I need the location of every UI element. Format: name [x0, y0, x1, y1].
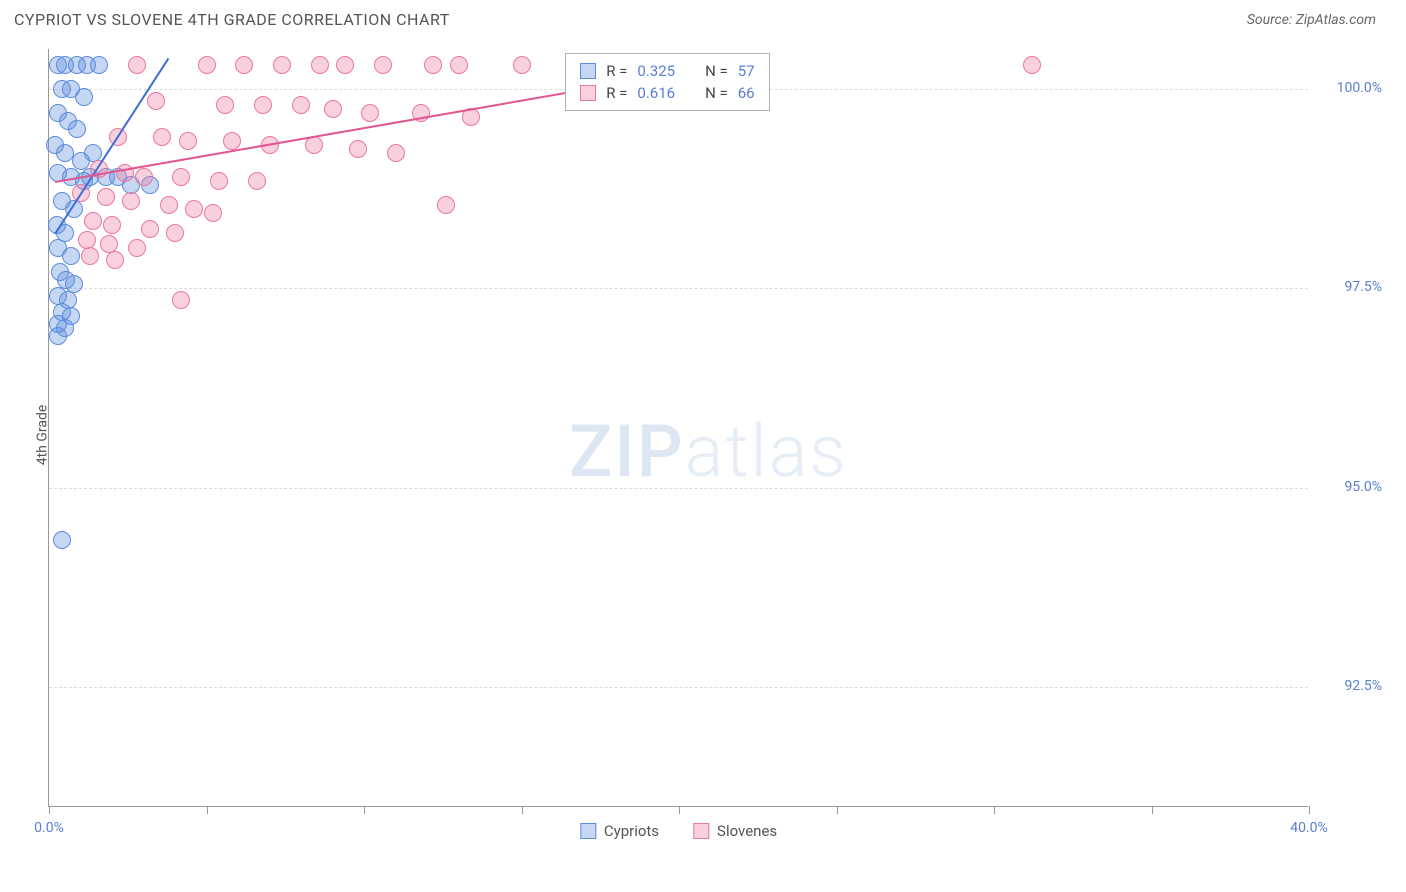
x-tick	[364, 806, 365, 814]
data-point	[84, 212, 102, 230]
y-tick-label: 100.0%	[1318, 80, 1382, 96]
legend-row: R = 0.616 N = 66	[580, 82, 754, 104]
x-tick	[994, 806, 995, 814]
data-point	[122, 192, 140, 210]
data-point	[437, 196, 455, 214]
series-legend: Cypriots Slovenes	[580, 822, 777, 840]
chart-container: 4th Grade ZIPatlas 92.5%95.0%97.5%100.0%…	[14, 37, 1390, 837]
data-point	[172, 168, 190, 186]
data-point	[374, 56, 392, 74]
data-point	[68, 120, 86, 138]
legend-swatch	[693, 823, 709, 839]
r-value: 0.325	[637, 62, 675, 80]
watermark: ZIPatlas	[569, 409, 848, 494]
r-value: 0.616	[637, 84, 675, 102]
data-point	[324, 100, 342, 118]
x-tick	[49, 806, 50, 814]
data-point	[1023, 56, 1041, 74]
legend-item: Cypriots	[580, 822, 659, 840]
data-point	[248, 172, 266, 190]
r-label: R =	[606, 62, 627, 80]
n-value: 66	[738, 84, 755, 102]
gridline	[49, 488, 1308, 489]
data-point	[90, 56, 108, 74]
x-tick	[837, 806, 838, 814]
data-point	[49, 327, 67, 345]
data-point	[128, 56, 146, 74]
data-point	[336, 56, 354, 74]
chart-title: CYPRIOT VS SLOVENE 4TH GRADE CORRELATION…	[14, 10, 450, 29]
n-label: N =	[705, 62, 728, 80]
legend-swatch	[580, 823, 596, 839]
x-tick	[679, 806, 680, 814]
data-point	[147, 92, 165, 110]
legend-label: Cypriots	[604, 822, 659, 840]
n-label: N =	[705, 84, 728, 102]
x-tick-label: 40.0%	[1290, 820, 1328, 836]
data-point	[116, 164, 134, 182]
data-point	[254, 96, 272, 114]
data-point	[160, 196, 178, 214]
data-point	[81, 247, 99, 265]
gridline	[49, 687, 1308, 688]
data-point	[273, 56, 291, 74]
x-tick	[1152, 806, 1153, 814]
legend-item: Slovenes	[693, 822, 777, 840]
data-point	[216, 96, 234, 114]
data-point	[53, 531, 71, 549]
data-point	[210, 172, 228, 190]
x-tick-label: 0.0%	[34, 820, 64, 836]
scatter-plot: ZIPatlas 92.5%95.0%97.5%100.0%0.0%40.0%R…	[48, 49, 1308, 807]
y-tick-label: 97.5%	[1318, 279, 1382, 295]
n-value: 57	[738, 62, 755, 80]
x-tick	[207, 806, 208, 814]
data-point	[204, 204, 222, 222]
data-point	[141, 220, 159, 238]
data-point	[361, 104, 379, 122]
data-point	[135, 168, 153, 186]
x-tick	[522, 806, 523, 814]
gridline	[49, 288, 1308, 289]
data-point	[166, 224, 184, 242]
data-point	[103, 216, 121, 234]
legend-label: Slovenes	[717, 822, 777, 840]
data-point	[198, 56, 216, 74]
data-point	[97, 188, 115, 206]
data-point	[179, 132, 197, 150]
data-point	[450, 56, 468, 74]
data-point	[513, 56, 531, 74]
data-point	[153, 128, 171, 146]
stats-legend: R = 0.325 N = 57 R = 0.616 N = 66	[565, 53, 769, 111]
data-point	[128, 239, 146, 257]
data-point	[311, 56, 329, 74]
source-label: Source: ZipAtlas.com	[1247, 12, 1376, 28]
data-point	[387, 144, 405, 162]
data-point	[185, 200, 203, 218]
x-tick	[1309, 806, 1310, 814]
header: CYPRIOT VS SLOVENE 4TH GRADE CORRELATION…	[0, 0, 1406, 37]
data-point	[235, 56, 253, 74]
data-point	[292, 96, 310, 114]
r-label: R =	[606, 84, 627, 102]
y-tick-label: 95.0%	[1318, 479, 1382, 495]
data-point	[106, 251, 124, 269]
data-point	[75, 88, 93, 106]
data-point	[172, 291, 190, 309]
data-point	[62, 247, 80, 265]
legend-row: R = 0.325 N = 57	[580, 60, 754, 82]
data-point	[223, 132, 241, 150]
data-point	[349, 140, 367, 158]
legend-swatch	[580, 63, 596, 79]
y-tick-label: 92.5%	[1318, 678, 1382, 694]
legend-swatch	[580, 85, 596, 101]
data-point	[424, 56, 442, 74]
